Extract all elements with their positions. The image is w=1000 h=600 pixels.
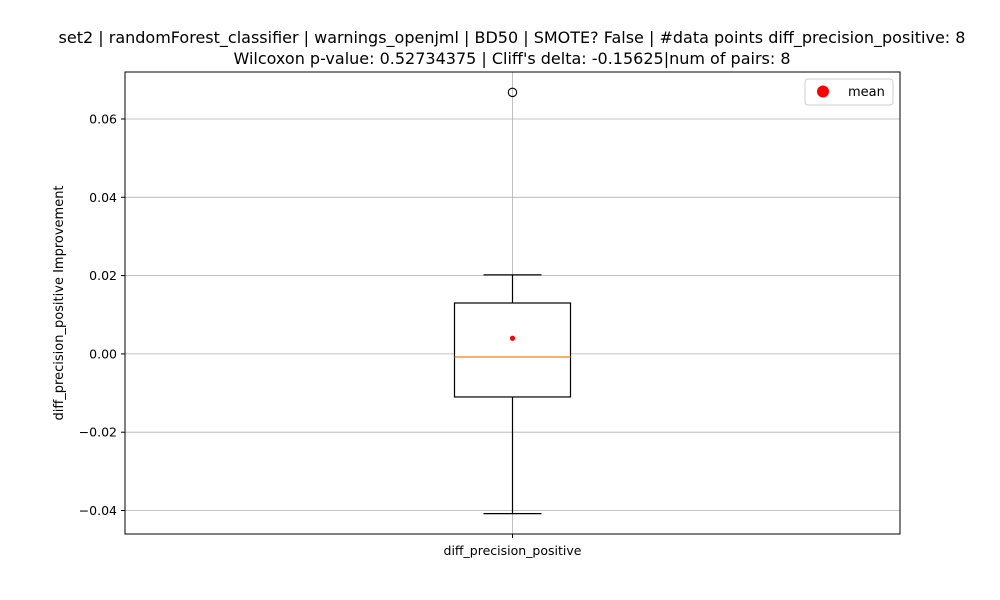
y-tick-label: 0.02 <box>89 268 117 283</box>
mean-marker <box>509 335 516 341</box>
y-tick-label: −0.02 <box>79 425 117 440</box>
y-tick-label: 0.06 <box>89 111 117 126</box>
y-tick-label: 0.04 <box>89 190 117 205</box>
legend: mean <box>804 78 894 106</box>
chart-title-line2: Wilcoxon p-value: 0.52734375 | Cliff's d… <box>233 49 790 68</box>
chart-title-line1: set2 | randomForest_classifier | warning… <box>59 28 966 48</box>
box-layer <box>453 87 572 515</box>
y-axis-label: diff_precision_positive Improvement <box>52 185 67 420</box>
y-tick-label: 0.00 <box>89 346 117 361</box>
outlier-point <box>507 87 518 98</box>
x-axis: diff_precision_positive <box>444 534 582 558</box>
y-axis: −0.04 −0.02 0.00 0.02 0.04 0.06 <box>79 111 125 518</box>
x-tick-label: diff_precision_positive <box>444 543 582 558</box>
legend-mean-marker-icon <box>817 85 829 98</box>
legend-mean-label: mean <box>848 85 885 100</box>
legend-frame <box>804 78 894 106</box>
interquartile-box <box>453 302 572 398</box>
y-tick-label: −0.04 <box>79 503 117 518</box>
